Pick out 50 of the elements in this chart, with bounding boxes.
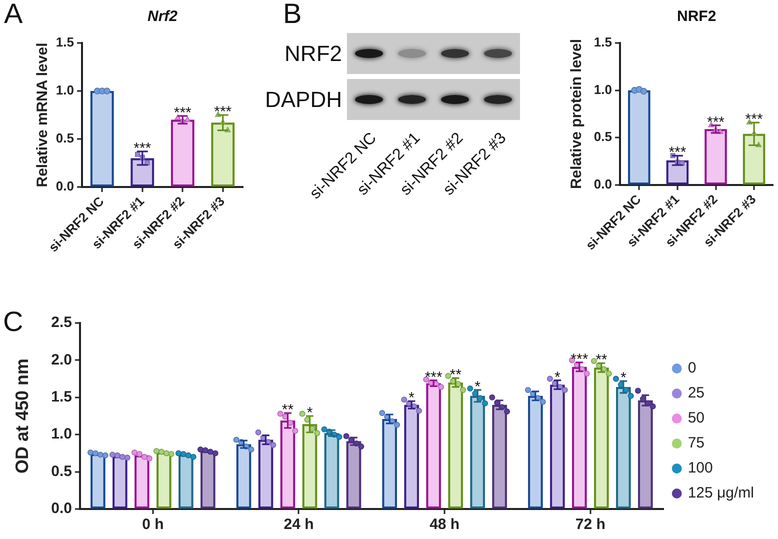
y-tick-label: 0.5 <box>51 462 72 480</box>
data-label: ** <box>596 352 608 369</box>
category-label: DAPDH <box>264 86 342 112</box>
x-tick-label: 48 h <box>430 516 460 534</box>
y-tick-label: 1.0 <box>594 82 612 97</box>
y-tick-label: 0.0 <box>594 176 612 192</box>
y-tick-label: 0.0 <box>56 178 74 194</box>
chart-title: Nrf2 <box>146 8 178 25</box>
text: C <box>3 306 24 337</box>
y-tick-label: 1.0 <box>56 82 74 98</box>
data-label: *** <box>424 368 442 386</box>
y-axis-title: Relative protein level <box>568 38 586 190</box>
legend-label: 100 <box>688 460 713 477</box>
x-tick-label: 0 h <box>142 516 164 534</box>
data-label: * <box>408 390 415 407</box>
y-tick-label: 2.0 <box>51 351 72 368</box>
y-tick-label: 0.0 <box>51 500 72 518</box>
data-label: ** <box>450 366 462 384</box>
legend-label: 75 <box>688 434 705 452</box>
data-label: * <box>306 404 313 422</box>
y-axis-title: OD at 450 nm <box>12 358 32 474</box>
legend-label: 0 <box>688 360 696 377</box>
legend-label: 125 μg/ml <box>688 484 754 502</box>
y-tick-label: 1.0 <box>51 426 72 443</box>
data-label: *** <box>706 114 725 131</box>
data-label: *** <box>745 111 763 128</box>
chart-title: NRF2 <box>676 8 718 25</box>
y-tick-label: 0.5 <box>594 129 612 144</box>
data-label: * <box>554 368 560 386</box>
x-tick-label: 24 h <box>284 516 314 534</box>
y-axis-title: Relative mRNA level <box>34 42 52 188</box>
data-label: *** <box>174 104 192 122</box>
data-label: ** <box>282 402 294 419</box>
x-tick-label: 72 h <box>575 516 606 534</box>
data-label: * <box>474 378 481 396</box>
text: A <box>4 0 23 29</box>
category-label: NRF2 <box>284 40 342 66</box>
data-label: *** <box>214 104 232 120</box>
legend-label: 50 <box>688 410 705 427</box>
legend-label: 25 <box>688 384 705 402</box>
data-label: *** <box>668 144 686 162</box>
y-tick-label: 1.5 <box>56 34 74 50</box>
y-tick-label: 1.5 <box>594 34 612 50</box>
text: B <box>283 0 302 29</box>
y-tick-label: 0.5 <box>56 130 74 146</box>
data-label: *** <box>134 140 152 157</box>
y-tick-label: 1.5 <box>51 388 72 406</box>
data-label: * <box>620 370 626 387</box>
data-label: *** <box>570 350 588 368</box>
y-tick-label: 2.5 <box>51 314 72 332</box>
